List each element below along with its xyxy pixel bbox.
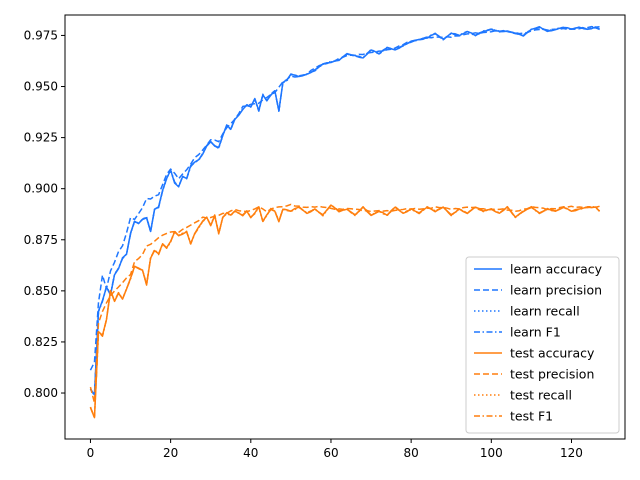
x-tick-label: 0 — [87, 446, 95, 460]
legend-label: test F1 — [510, 409, 553, 424]
legend: learn accuracy learn precision learn recal… — [465, 256, 620, 434]
legend-box — [465, 256, 620, 434]
series-line-test-recall — [89, 204, 601, 419]
legend-label: learn precision — [510, 283, 602, 298]
legend-label: test precision — [510, 367, 594, 382]
y-tick-label: 0.900 — [24, 182, 58, 196]
x-tick-label: 20 — [163, 446, 178, 460]
x-tick-label: 40 — [243, 446, 258, 460]
legend-label: learn recall — [510, 304, 580, 319]
legend-label: learn F1 — [510, 325, 561, 340]
y-tick-label: 0.875 — [24, 233, 58, 247]
x-tick-label: 80 — [404, 446, 419, 460]
series-line-learn-f1 — [89, 26, 600, 397]
y-tick-label: 0.850 — [24, 284, 58, 298]
plot-frame — [64, 14, 626, 440]
series-layer — [89, 25, 601, 419]
x-tick-label: 100 — [480, 446, 503, 460]
y-tick-label: 0.925 — [24, 131, 58, 145]
y-axis: 0.800 0.825 0.850 0.875 0.900 0.925 0.950 0.975 — [24, 28, 65, 400]
y-tick-label: 0.825 — [24, 335, 58, 349]
y-tick-label: 0.950 — [24, 80, 58, 94]
y-tick-label: 0.800 — [24, 386, 58, 400]
x-axis: 0 20 40 60 80 100 120 — [87, 439, 583, 460]
x-tick-label: 60 — [323, 446, 338, 460]
legend-label: test recall — [510, 388, 572, 403]
legend-label: test accuracy — [510, 346, 595, 361]
series-line-test-f1 — [89, 204, 601, 419]
legend-label: learn accuracy — [510, 262, 603, 277]
y-tick-label: 0.975 — [24, 28, 58, 42]
x-tick-label: 120 — [560, 446, 583, 460]
